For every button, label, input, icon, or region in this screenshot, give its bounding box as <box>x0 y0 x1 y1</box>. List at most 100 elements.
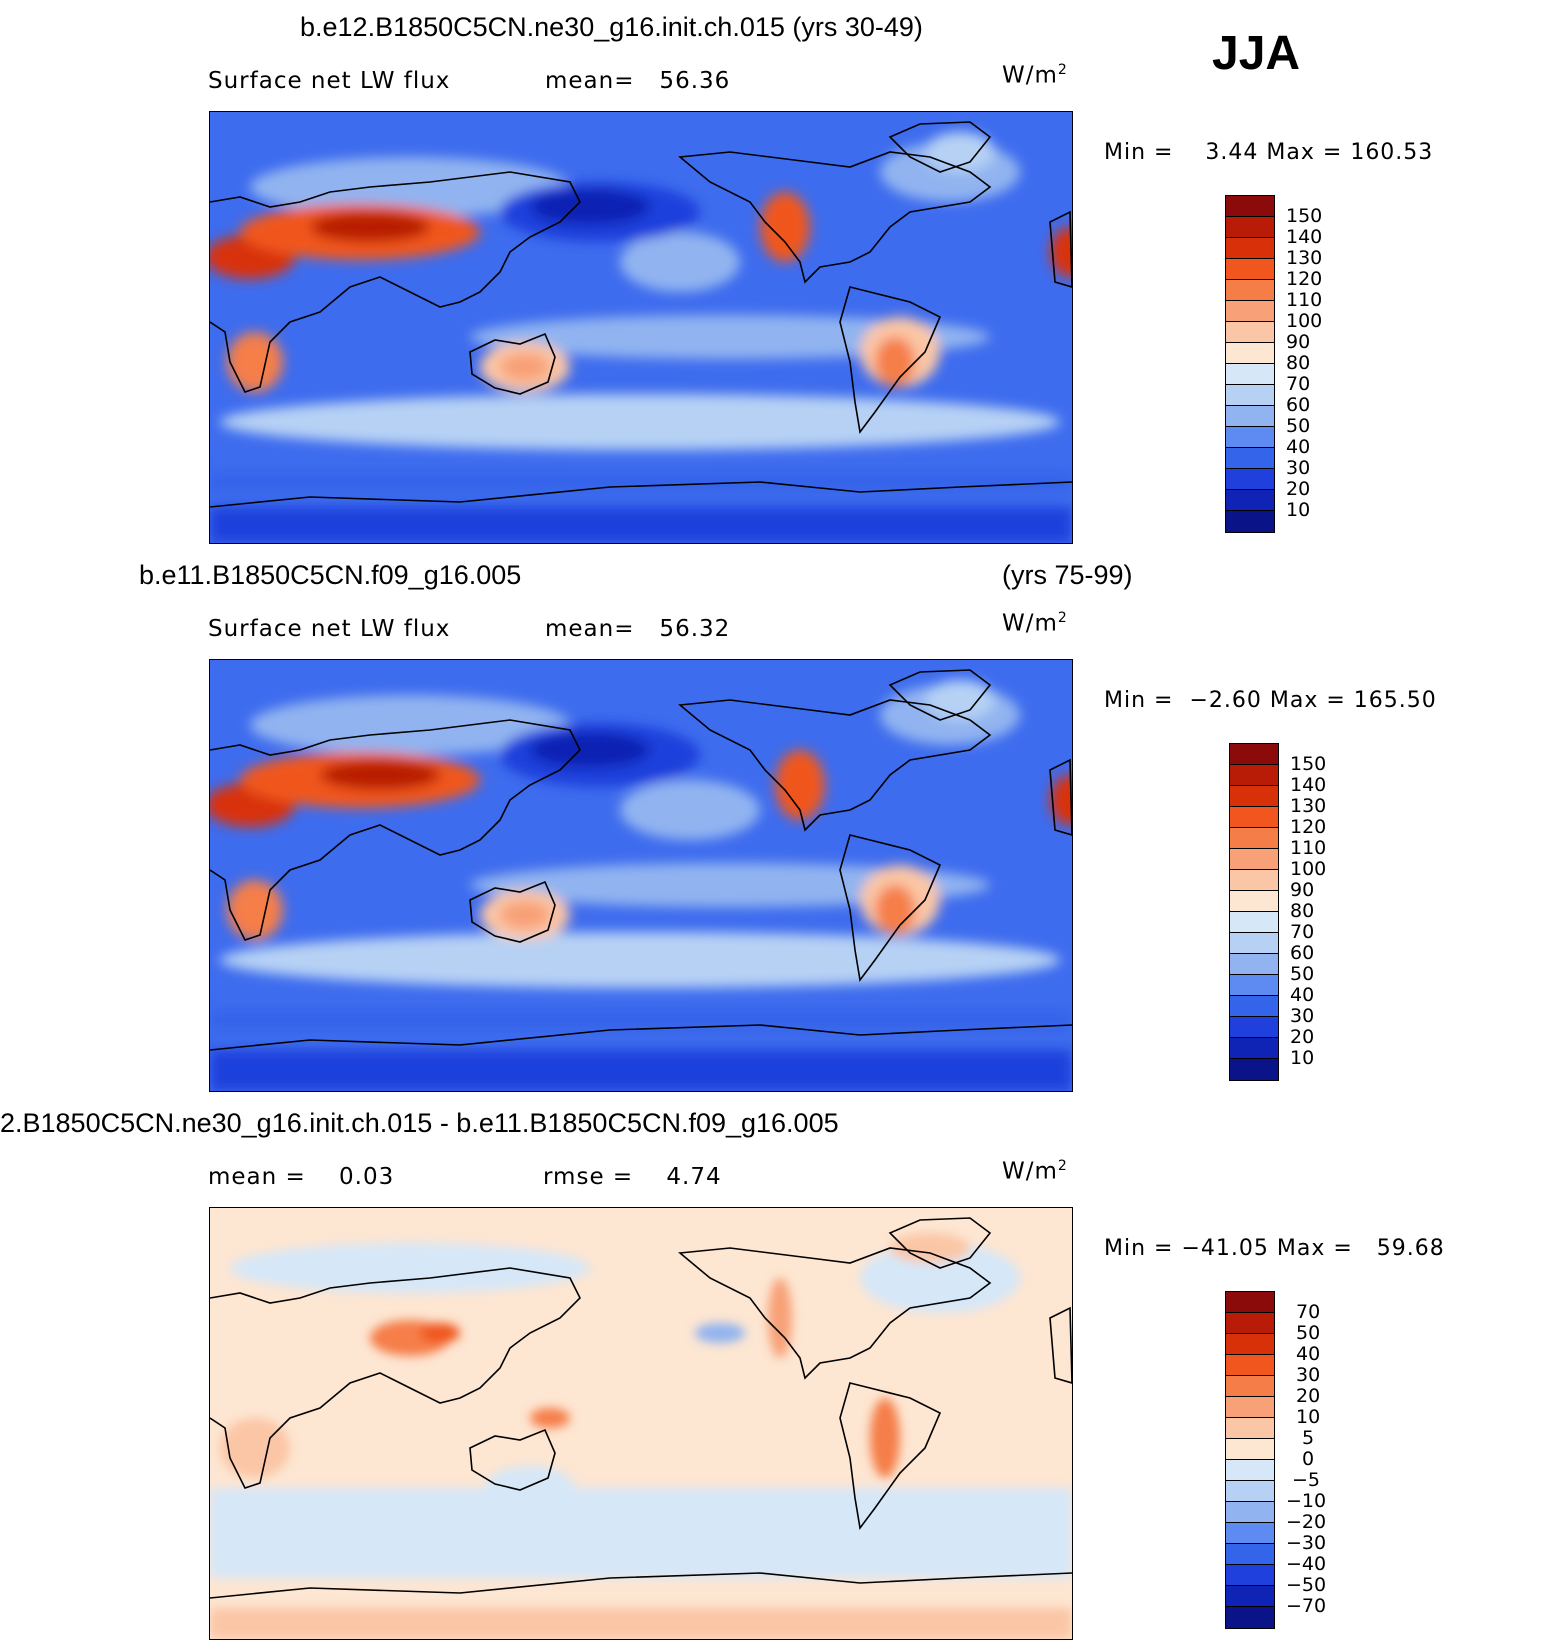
panel2-colorbar-swatch <box>1230 807 1278 828</box>
panel1-mean-label: mean= 56.36 <box>545 68 731 94</box>
panel3-rmse-label: rmse = 4.74 <box>543 1164 722 1190</box>
panel2-map <box>209 659 1073 1092</box>
colorbar-label: 80 <box>1286 352 1311 374</box>
panel1-colorbar-swatch <box>1226 238 1274 259</box>
panel1-colorbar-swatch <box>1226 406 1274 427</box>
panel2-colorbar-swatch <box>1230 744 1278 765</box>
panel2-colorbar-swatch <box>1230 912 1278 933</box>
panel2-minmax-label: Min = −2.60 Max = 165.50 <box>1104 688 1437 713</box>
colorbar-label: 150 <box>1286 205 1323 227</box>
colorbar-label: 10 <box>1290 1047 1315 1069</box>
panel1-colorbar-swatch <box>1226 259 1274 280</box>
colorbar-label: 5 <box>1302 1427 1315 1449</box>
colorbar-label: 40 <box>1286 436 1311 458</box>
panel1-map-svg <box>210 112 1072 543</box>
panel3-colorbar-swatch <box>1226 1502 1274 1523</box>
panel3-colorbar-swatch <box>1226 1418 1274 1439</box>
colorbar-label: 70 <box>1290 921 1315 943</box>
panel3-colorbar-swatch <box>1226 1481 1274 1502</box>
panel3-colorbar <box>1225 1291 1275 1629</box>
panel1-colorbar-swatch <box>1226 490 1274 511</box>
panel3-colorbar-swatch <box>1226 1334 1274 1355</box>
panel1-colorbar-swatch <box>1226 364 1274 385</box>
panel3-colorbar-swatch <box>1226 1607 1274 1628</box>
colorbar-label: 120 <box>1290 816 1327 838</box>
panel1-map <box>209 111 1073 544</box>
panel2-colorbar-swatch <box>1230 933 1278 954</box>
colorbar-label: −70 <box>1286 1595 1327 1617</box>
panel2-unit-label: W/m2 <box>1002 610 1068 637</box>
colorbar-label: 50 <box>1296 1322 1321 1344</box>
colorbar-label: 30 <box>1290 1005 1315 1027</box>
panel3-unit-label: W/m2 <box>1002 1158 1068 1185</box>
panel1-colorbar-swatch <box>1226 280 1274 301</box>
colorbar-label: −20 <box>1286 1511 1327 1533</box>
panel2-colorbar-swatch <box>1230 849 1278 870</box>
colorbar-label: 140 <box>1290 774 1327 796</box>
panel3-colorbar-swatch <box>1226 1460 1274 1481</box>
panel3-colorbar-swatch <box>1226 1376 1274 1397</box>
panel2-colorbar-swatch <box>1230 870 1278 891</box>
panel3-map <box>209 1207 1073 1640</box>
colorbar-label: 10 <box>1296 1406 1321 1428</box>
colorbar-label: 110 <box>1286 289 1323 311</box>
panel3-colorbar-swatch <box>1226 1565 1274 1586</box>
panel1-colorbar-swatch <box>1226 196 1274 217</box>
colorbar-label: −40 <box>1286 1553 1327 1575</box>
panel1-minmax-label: Min = 3.44 Max = 160.53 <box>1104 140 1434 165</box>
colorbar-label: 100 <box>1286 310 1323 332</box>
panel3-colorbar-swatch <box>1226 1586 1274 1607</box>
colorbar-label: 130 <box>1286 247 1323 269</box>
panel3-colorbar-swatch <box>1226 1523 1274 1544</box>
panel3-colorbar-swatch <box>1226 1397 1274 1418</box>
panel2-colorbar-swatch <box>1230 1059 1278 1080</box>
colorbar-label: 70 <box>1296 1301 1321 1323</box>
panel1-colorbar-swatch <box>1226 427 1274 448</box>
panel2-mean-label: mean= 56.32 <box>545 616 731 642</box>
panel2-colorbar-swatch <box>1230 828 1278 849</box>
colorbar-label: 60 <box>1286 394 1311 416</box>
panel2-colorbar-swatch <box>1230 954 1278 975</box>
colorbar-label: 70 <box>1286 373 1311 395</box>
panel3-colorbar-swatch <box>1226 1439 1274 1460</box>
panel2-colorbar <box>1229 743 1279 1081</box>
panel3-colorbar-swatch <box>1226 1544 1274 1565</box>
panel2-colorbar-swatch <box>1230 996 1278 1017</box>
panel3-colorbar-swatch <box>1226 1292 1274 1313</box>
colorbar-label: 80 <box>1290 900 1315 922</box>
panel1-colorbar-swatch <box>1226 511 1274 532</box>
panel2-colorbar-swatch <box>1230 1017 1278 1038</box>
panel1-colorbar-swatch <box>1226 343 1274 364</box>
colorbar-label: 150 <box>1290 753 1327 775</box>
colorbar-label: 50 <box>1286 415 1311 437</box>
colorbar-label: 50 <box>1290 963 1315 985</box>
colorbar-label: −5 <box>1292 1469 1321 1491</box>
panel2-years: (yrs 75-99) <box>1002 560 1133 590</box>
colorbar-label: 130 <box>1290 795 1327 817</box>
panel2-colorbar-swatch <box>1230 786 1278 807</box>
panel1-colorbar-swatch <box>1226 448 1274 469</box>
colorbar-label: −50 <box>1286 1574 1327 1596</box>
panel3-colorbar-swatch <box>1226 1355 1274 1376</box>
colorbar-label: 20 <box>1286 478 1311 500</box>
panel1-title: b.e12.B1850C5CN.ne30_g16.init.ch.015 (yr… <box>300 12 923 42</box>
panel2-variable-label: Surface net LW flux <box>208 616 451 642</box>
colorbar-label: 110 <box>1290 837 1327 859</box>
panel1-colorbar <box>1225 195 1275 533</box>
panel1-colorbar-swatch <box>1226 217 1274 238</box>
colorbar-label: 40 <box>1296 1343 1321 1365</box>
panel1-colorbar-swatch <box>1226 385 1274 406</box>
panel3-map-svg <box>210 1208 1072 1639</box>
panel1-colorbar-swatch <box>1226 322 1274 343</box>
colorbar-label: 140 <box>1286 226 1323 248</box>
panel2-colorbar-swatch <box>1230 975 1278 996</box>
colorbar-label: 40 <box>1290 984 1315 1006</box>
panel3-minmax-label: Min = −41.05 Max = 59.68 <box>1104 1236 1445 1261</box>
colorbar-label: 90 <box>1290 879 1315 901</box>
panel2-colorbar-swatch <box>1230 765 1278 786</box>
panel2-colorbar-swatch <box>1230 891 1278 912</box>
season-label: JJA <box>1212 27 1301 80</box>
colorbar-label: 90 <box>1286 331 1311 353</box>
colorbar-label: 100 <box>1290 858 1327 880</box>
panel1-unit-label: W/m2 <box>1002 62 1068 89</box>
